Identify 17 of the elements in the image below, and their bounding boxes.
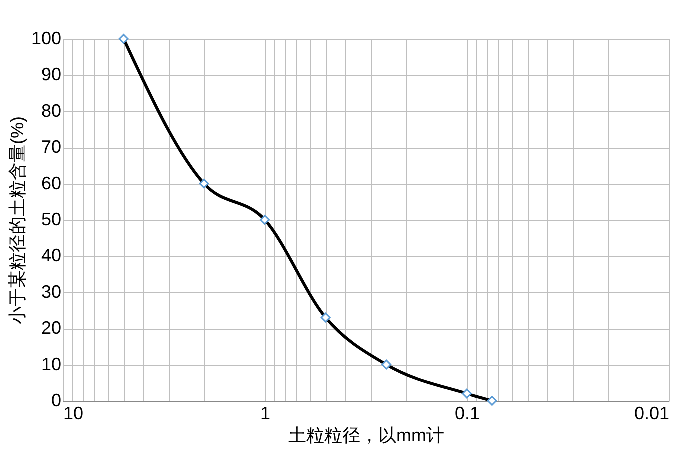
y-tick-label: 20 (41, 318, 62, 338)
x-tick-label: 0.1 (454, 404, 480, 424)
y-tick-label: 10 (41, 354, 62, 374)
y-tick-label: 30 (41, 282, 62, 302)
y-tick-label: 70 (41, 137, 62, 158)
x-axis-title: 土粒粒径，以mm计 (288, 426, 444, 446)
y-axis-title: 小于某粒径的土粒含量(%) (7, 116, 28, 324)
x-tick-label: 10 (64, 404, 84, 424)
y-tick-label: 100 (31, 28, 62, 48)
x-tick-label: 1 (260, 404, 271, 424)
y-tick-label: 40 (41, 246, 62, 266)
y-tick-label: 90 (41, 64, 62, 85)
y-tick-label: 50 (41, 210, 62, 230)
y-tick-label: 60 (41, 173, 62, 194)
y-tick-label: 80 (41, 100, 62, 121)
x-tick-label: 0.01 (634, 404, 670, 424)
y-tick-label: 0 (51, 390, 62, 410)
